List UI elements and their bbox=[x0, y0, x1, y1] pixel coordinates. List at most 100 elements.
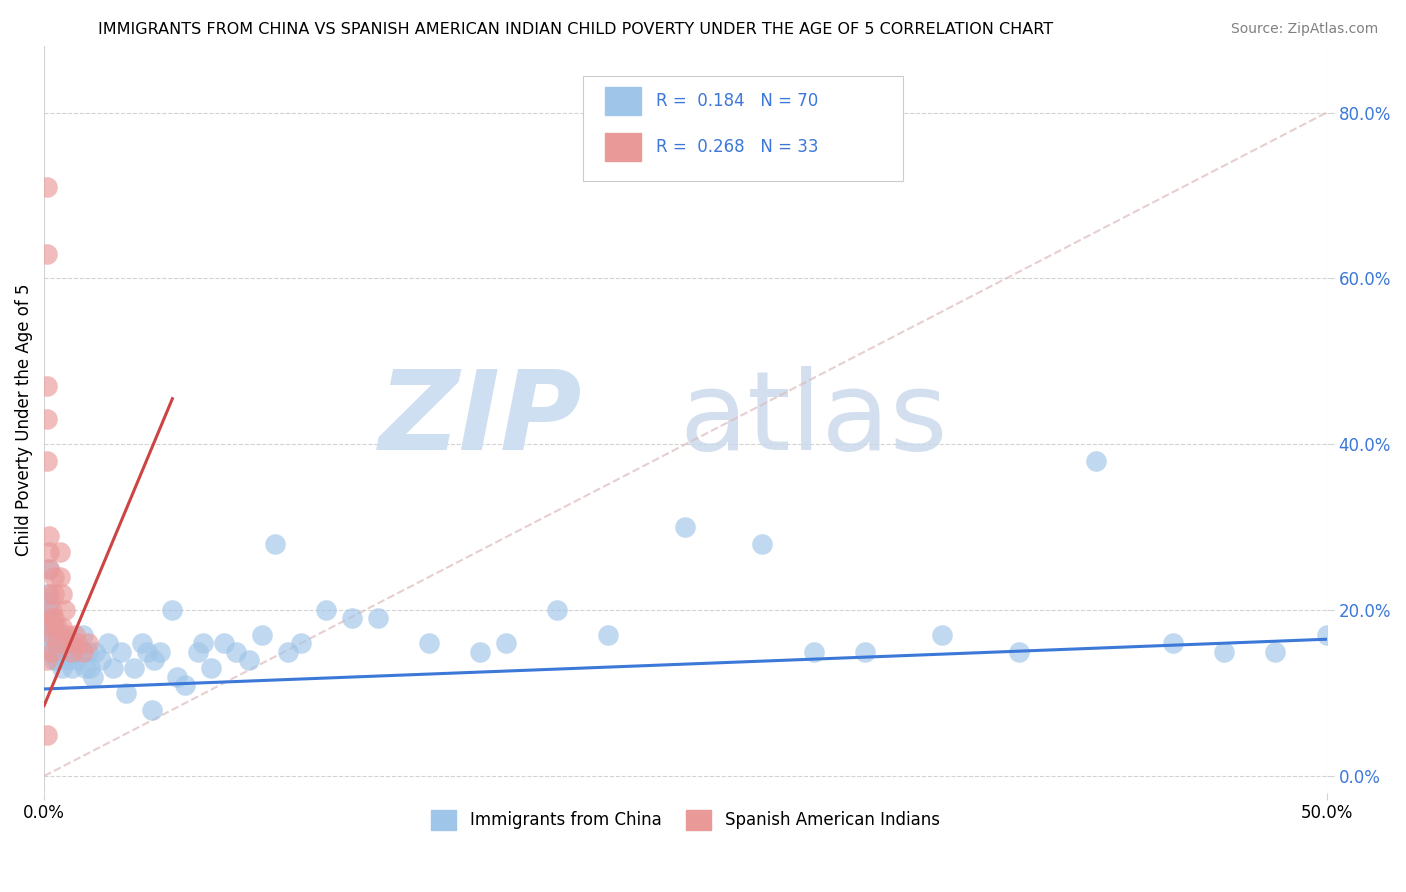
Point bbox=[122, 661, 145, 675]
Point bbox=[45, 636, 67, 650]
Point bbox=[141, 703, 163, 717]
Point bbox=[35, 180, 58, 194]
Point bbox=[803, 645, 825, 659]
Point bbox=[59, 636, 82, 650]
Point bbox=[673, 520, 696, 534]
Point bbox=[41, 645, 63, 659]
Point bbox=[1316, 628, 1339, 642]
Point bbox=[60, 645, 83, 659]
Point bbox=[84, 645, 107, 659]
Point bbox=[212, 636, 235, 650]
Point bbox=[63, 645, 86, 659]
Point bbox=[51, 586, 73, 600]
Point bbox=[45, 653, 67, 667]
FancyBboxPatch shape bbox=[583, 76, 904, 180]
Point bbox=[63, 628, 86, 642]
Point bbox=[45, 636, 67, 650]
Point bbox=[1084, 454, 1107, 468]
Point bbox=[110, 645, 132, 659]
Point bbox=[72, 645, 94, 659]
Point bbox=[103, 661, 125, 675]
Point bbox=[143, 653, 166, 667]
Point bbox=[38, 562, 60, 576]
Point bbox=[1161, 636, 1184, 650]
Legend: Immigrants from China, Spanish American Indians: Immigrants from China, Spanish American … bbox=[425, 803, 946, 837]
Point bbox=[200, 661, 222, 675]
Point bbox=[38, 528, 60, 542]
Point bbox=[76, 645, 98, 659]
Point bbox=[162, 603, 184, 617]
Text: atlas: atlas bbox=[679, 366, 948, 473]
Text: IMMIGRANTS FROM CHINA VS SPANISH AMERICAN INDIAN CHILD POVERTY UNDER THE AGE OF : IMMIGRANTS FROM CHINA VS SPANISH AMERICA… bbox=[98, 22, 1053, 37]
Point bbox=[315, 603, 337, 617]
Point bbox=[495, 636, 517, 650]
Point bbox=[166, 669, 188, 683]
Text: ZIP: ZIP bbox=[380, 366, 583, 473]
Bar bbox=[605, 87, 641, 115]
Point bbox=[35, 412, 58, 426]
Point bbox=[53, 645, 76, 659]
Point bbox=[264, 537, 287, 551]
Point bbox=[51, 661, 73, 675]
Point bbox=[148, 645, 170, 659]
Point bbox=[187, 645, 209, 659]
Point bbox=[35, 586, 58, 600]
Point bbox=[931, 628, 953, 642]
Point bbox=[79, 661, 101, 675]
Point bbox=[35, 653, 58, 667]
Point bbox=[131, 636, 153, 650]
Point bbox=[35, 620, 58, 634]
Point bbox=[115, 686, 138, 700]
Point bbox=[56, 653, 79, 667]
Point bbox=[225, 645, 247, 659]
Point bbox=[598, 628, 620, 642]
Point bbox=[59, 636, 82, 650]
Point bbox=[44, 570, 66, 584]
Point bbox=[60, 661, 83, 675]
Point bbox=[38, 595, 60, 609]
Point bbox=[35, 603, 58, 617]
Bar bbox=[605, 133, 641, 161]
Y-axis label: Child Poverty Under the Age of 5: Child Poverty Under the Age of 5 bbox=[15, 283, 32, 556]
Point bbox=[90, 653, 112, 667]
Point bbox=[97, 636, 120, 650]
Point bbox=[35, 728, 58, 742]
Point bbox=[35, 454, 58, 468]
Point bbox=[1213, 645, 1236, 659]
Point bbox=[38, 545, 60, 559]
Point bbox=[367, 611, 389, 625]
Point bbox=[48, 628, 70, 642]
Point bbox=[238, 653, 260, 667]
Text: Source: ZipAtlas.com: Source: ZipAtlas.com bbox=[1230, 22, 1378, 37]
Point bbox=[853, 645, 876, 659]
Point bbox=[56, 628, 79, 642]
Point bbox=[41, 628, 63, 642]
Point bbox=[470, 645, 492, 659]
Point bbox=[51, 620, 73, 634]
Point bbox=[76, 636, 98, 650]
Point bbox=[35, 379, 58, 393]
Point bbox=[174, 678, 197, 692]
Point bbox=[66, 636, 89, 650]
Point bbox=[546, 603, 568, 617]
Point bbox=[38, 562, 60, 576]
Point bbox=[418, 636, 440, 650]
Point bbox=[38, 611, 60, 625]
Point bbox=[35, 246, 58, 260]
Point bbox=[66, 653, 89, 667]
Point bbox=[48, 570, 70, 584]
Text: R =  0.268   N = 33: R = 0.268 N = 33 bbox=[657, 138, 818, 156]
Point bbox=[38, 586, 60, 600]
Point bbox=[72, 628, 94, 642]
Text: R =  0.184   N = 70: R = 0.184 N = 70 bbox=[657, 92, 818, 110]
Point bbox=[41, 620, 63, 634]
Point bbox=[340, 611, 363, 625]
Point bbox=[53, 603, 76, 617]
Point bbox=[250, 628, 273, 642]
Point bbox=[44, 586, 66, 600]
Point bbox=[1008, 645, 1031, 659]
Point bbox=[44, 653, 66, 667]
Point bbox=[1264, 645, 1286, 659]
Point bbox=[191, 636, 214, 650]
Point bbox=[44, 611, 66, 625]
